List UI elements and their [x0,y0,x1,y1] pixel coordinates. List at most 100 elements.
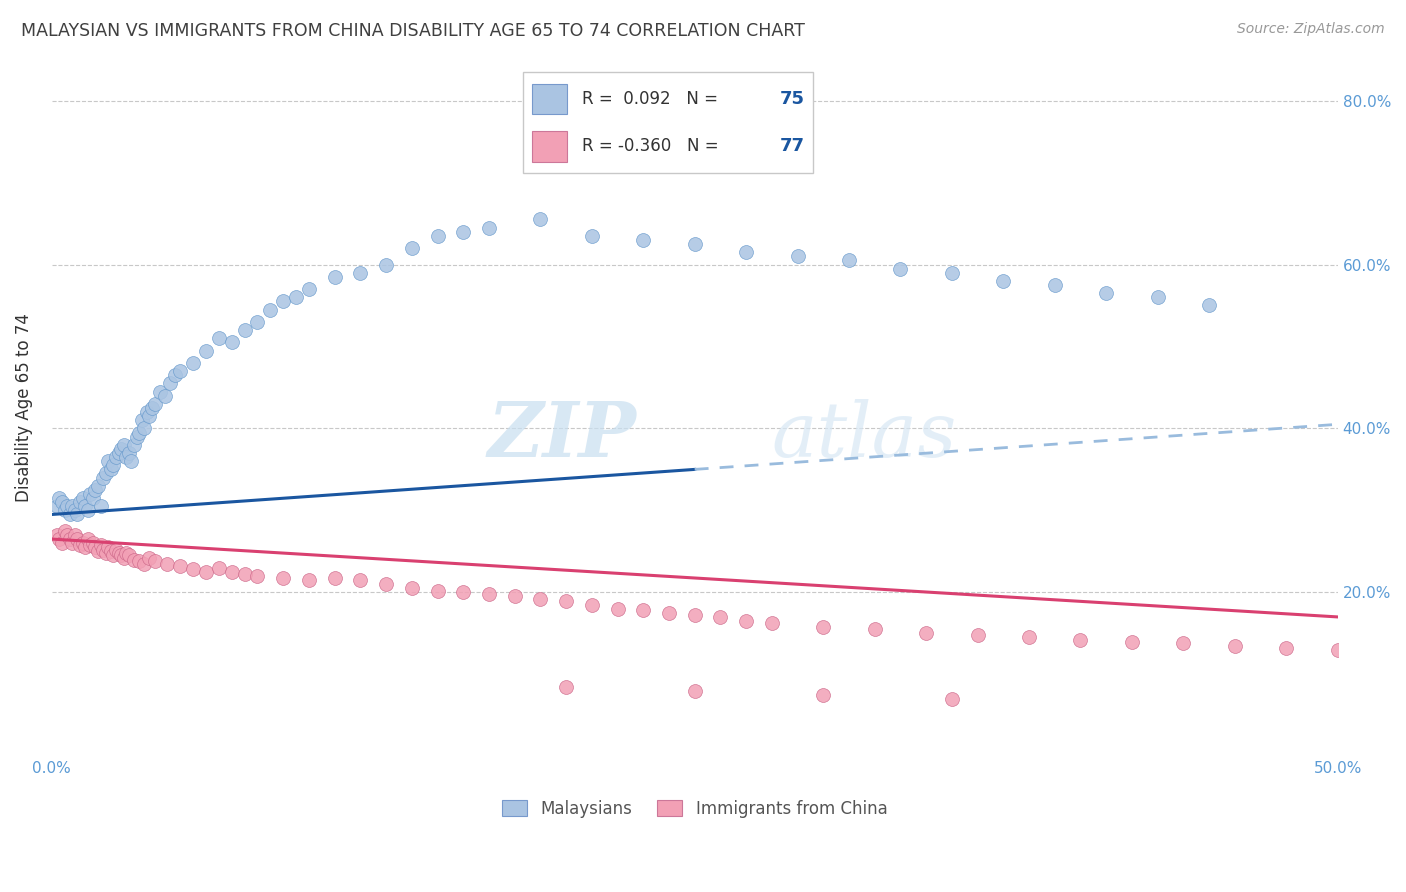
Point [813,620,835,634]
Point [105,450,128,464]
Point [118,446,141,460]
Point [159,376,181,391]
Point [138,550,160,565]
Point [271,294,294,309]
Point [838,253,860,268]
Point [1223,639,1246,653]
Point [90,538,112,552]
Point [143,554,166,568]
Point [683,608,706,623]
Point [165,368,187,383]
Text: R =  0.092   N =: R = 0.092 N = [582,90,724,108]
Point [134,557,156,571]
Point [606,601,628,615]
FancyBboxPatch shape [523,72,813,173]
Point [208,331,231,345]
Point [451,585,474,599]
Point [633,233,655,247]
Point [122,438,145,452]
Point [426,228,449,243]
Point [110,549,132,563]
Point [323,571,346,585]
Point [259,302,281,317]
Point [115,546,138,560]
Text: 75: 75 [780,90,806,108]
Point [761,616,783,631]
Point [786,249,808,263]
Point [478,220,501,235]
Point [375,577,398,591]
Point [91,542,114,557]
Point [941,692,963,706]
Text: 77: 77 [780,137,806,155]
Point [135,405,157,419]
Y-axis label: Disability Age 65 to 74: Disability Age 65 to 74 [15,313,32,502]
Point [79,538,101,552]
Point [82,491,104,505]
Point [84,541,107,555]
Point [1095,286,1118,301]
Point [529,591,551,606]
Point [169,559,191,574]
Point [48,532,70,546]
Point [138,409,160,424]
Point [285,290,308,304]
Point [134,421,156,435]
Point [401,241,423,255]
Point [889,261,911,276]
Point [91,470,114,484]
Point [60,500,83,514]
Point [169,364,191,378]
Point [426,583,449,598]
Bar [531,131,568,161]
Point [66,508,89,522]
Point [48,491,70,505]
Point [69,495,91,509]
Point [87,544,110,558]
Point [115,450,138,464]
Point [555,680,578,694]
Point [76,532,98,546]
Point [735,245,758,260]
Point [993,274,1015,288]
Point [915,626,938,640]
Point [1018,631,1040,645]
Point [709,610,731,624]
Point [56,528,79,542]
Point [683,237,706,252]
Point [401,581,423,595]
Point [181,356,204,370]
Point [79,487,101,501]
Point [1043,277,1066,292]
Point [72,536,94,550]
Point [107,546,129,560]
Point [813,688,835,702]
Text: MALAYSIAN VS IMMIGRANTS FROM CHINA DISABILITY AGE 65 TO 74 CORRELATION CHART: MALAYSIAN VS IMMIGRANTS FROM CHINA DISAB… [21,22,806,40]
Point [128,425,150,440]
Point [633,603,655,617]
Point [1275,641,1298,656]
Point [153,389,176,403]
Point [1146,290,1168,304]
Point [143,397,166,411]
Text: R = -0.360   N =: R = -0.360 N = [582,137,724,155]
Point [451,225,474,239]
Point [555,593,578,607]
Point [349,266,371,280]
Point [966,628,988,642]
Point [298,573,321,587]
Point [195,343,218,358]
Point [75,500,97,514]
Point [112,550,135,565]
Point [1069,632,1091,647]
Text: Source: ZipAtlas.com: Source: ZipAtlas.com [1237,22,1385,37]
Point [233,567,256,582]
Point [72,491,94,505]
Point [246,569,269,583]
Point [131,413,153,427]
Point [941,266,963,280]
Point [59,508,82,522]
Point [56,500,79,514]
Point [233,323,256,337]
Point [503,590,526,604]
